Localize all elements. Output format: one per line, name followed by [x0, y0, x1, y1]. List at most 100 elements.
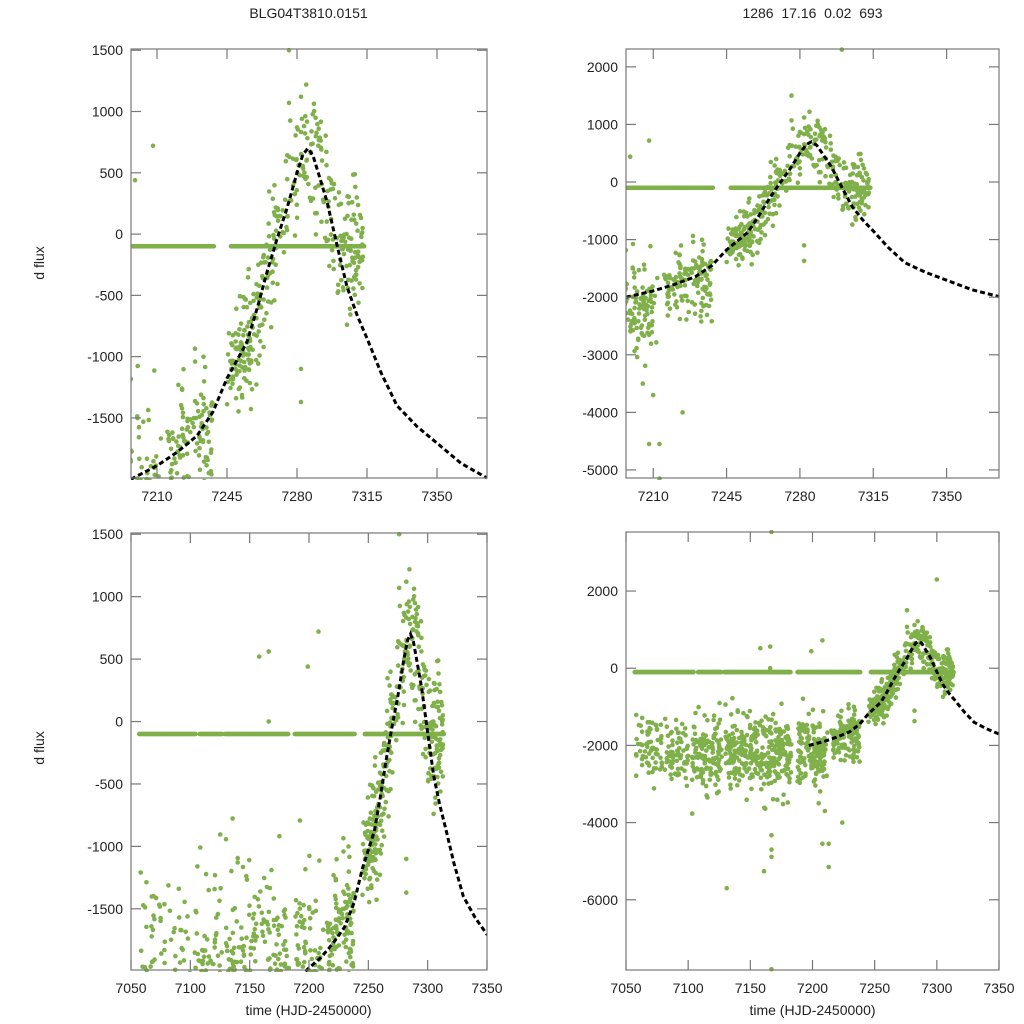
data-point [180, 414, 186, 420]
data-point [217, 898, 222, 904]
data-point [10, 582, 15, 587]
data-point [463, 284, 468, 289]
baseline-point [466, 186, 471, 191]
data-point [193, 448, 198, 454]
data-point [82, 492, 87, 497]
data-point [364, 300, 369, 305]
data-point [53, 504, 58, 509]
baseline-point [524, 186, 529, 191]
data-point [346, 950, 352, 956]
data-point [365, 795, 371, 800]
data-point [157, 996, 162, 1001]
baseline-point [539, 186, 544, 191]
data-point [574, 305, 579, 310]
data-point [140, 964, 145, 970]
data-point [854, 201, 860, 207]
data-point [403, 337, 408, 342]
baseline-point [0, 244, 2, 249]
data-point [496, 293, 501, 298]
data-point [549, 339, 554, 344]
data-point [412, 672, 418, 677]
data-point [248, 1001, 253, 1006]
data-point [636, 319, 641, 324]
data-point [448, 250, 453, 255]
data-point [211, 974, 216, 979]
data-point [24, 457, 29, 462]
data-point [341, 889, 346, 894]
data-point [277, 951, 283, 956]
data-point [17, 552, 22, 557]
data-point [856, 151, 862, 157]
data-point [444, 300, 449, 305]
data-point [558, 290, 563, 295]
data-point [36, 534, 41, 539]
y-tick-label: -3000 [582, 347, 618, 363]
data-point [472, 292, 477, 297]
data-point [74, 530, 79, 535]
baseline-point [8, 244, 13, 249]
data-point [626, 317, 631, 322]
data-point [327, 959, 332, 965]
data-point [383, 730, 389, 735]
data-point [442, 338, 447, 343]
data-point [269, 1010, 274, 1015]
data-point [531, 271, 536, 276]
data-point [445, 288, 450, 293]
data-point [181, 1001, 186, 1006]
data-point [420, 311, 425, 316]
data-point [366, 899, 372, 905]
data-point [746, 233, 752, 238]
data-point [298, 129, 304, 135]
data-point [183, 929, 188, 935]
baseline-point [29, 244, 34, 249]
data-point [360, 285, 365, 291]
data-point [119, 428, 124, 433]
data-point [193, 1010, 198, 1015]
data-point [357, 281, 362, 286]
data-point [674, 299, 679, 304]
data-point [589, 340, 594, 345]
data-point [331, 258, 336, 264]
data-point [493, 249, 498, 254]
baseline-point [572, 186, 577, 191]
data-point [412, 698, 418, 703]
data-point [302, 170, 307, 175]
data-point [441, 295, 446, 300]
data-point [282, 947, 287, 952]
data-point [506, 330, 511, 335]
data-point [182, 899, 187, 905]
data-point [801, 142, 807, 147]
baseline-point [422, 186, 427, 191]
data-point [25, 461, 30, 466]
data-point [740, 255, 745, 260]
data-point [576, 303, 581, 308]
data-point [437, 681, 442, 687]
data-point [817, 179, 823, 185]
data-point [561, 629, 566, 634]
data-point [327, 263, 332, 269]
data-point [544, 360, 549, 365]
data-point [293, 1019, 298, 1024]
data-point [149, 553, 154, 558]
data-point [775, 194, 780, 199]
baseline-point [544, 186, 549, 191]
data-point [685, 298, 690, 304]
data-point [412, 719, 418, 725]
data-point [746, 200, 751, 205]
data-point [258, 997, 263, 1002]
data-point [678, 265, 683, 271]
data-point [354, 195, 360, 200]
data-point [632, 285, 637, 290]
data-point [165, 429, 170, 435]
data-point [436, 708, 442, 714]
data-point [229, 948, 234, 954]
baseline-point [381, 186, 386, 191]
data-point [530, 317, 535, 322]
baseline-point [71, 244, 76, 249]
data-point [375, 285, 380, 290]
data-point [440, 713, 446, 718]
baseline-point [2, 244, 7, 249]
data-point [514, 308, 519, 313]
data-point [366, 329, 371, 334]
data-point [230, 342, 235, 348]
